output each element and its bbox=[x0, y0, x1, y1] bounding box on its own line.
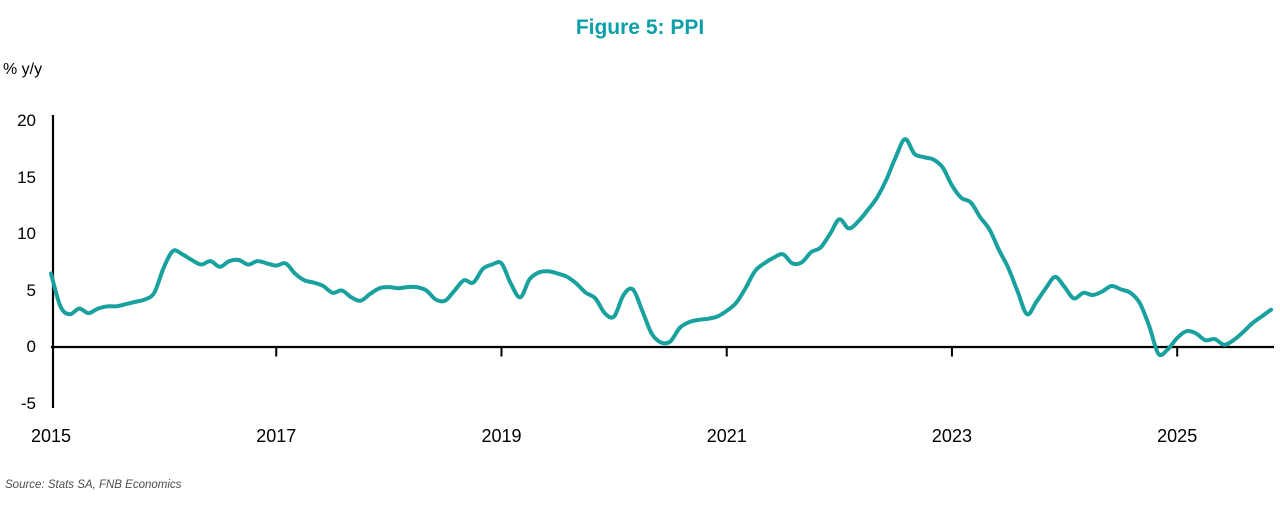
x-tick-label: 2017 bbox=[256, 426, 297, 446]
x-tick-label: 2023 bbox=[931, 426, 972, 446]
y-tick-label: 15 bbox=[17, 167, 36, 187]
y-tick-label: 5 bbox=[26, 280, 36, 300]
chart-title: Figure 5: PPI bbox=[575, 16, 705, 39]
ppi-line-path bbox=[49, 137, 1274, 358]
y-tick-label: 10 bbox=[17, 224, 36, 243]
x-tick-label: 2015 bbox=[30, 426, 72, 446]
y-tick-label: 20 bbox=[17, 111, 36, 130]
source-note: Source: Stats SA, FNB Economics bbox=[5, 479, 182, 491]
x-tick-label: 2025 bbox=[1157, 426, 1198, 446]
y-axis-unit-label: % y/y bbox=[3, 61, 43, 78]
x-tick-label: 2021 bbox=[706, 426, 747, 446]
y-tick-label: -5 bbox=[20, 393, 36, 413]
x-tick-label: 2019 bbox=[481, 426, 522, 446]
y-tick-label: 0 bbox=[26, 337, 36, 356]
